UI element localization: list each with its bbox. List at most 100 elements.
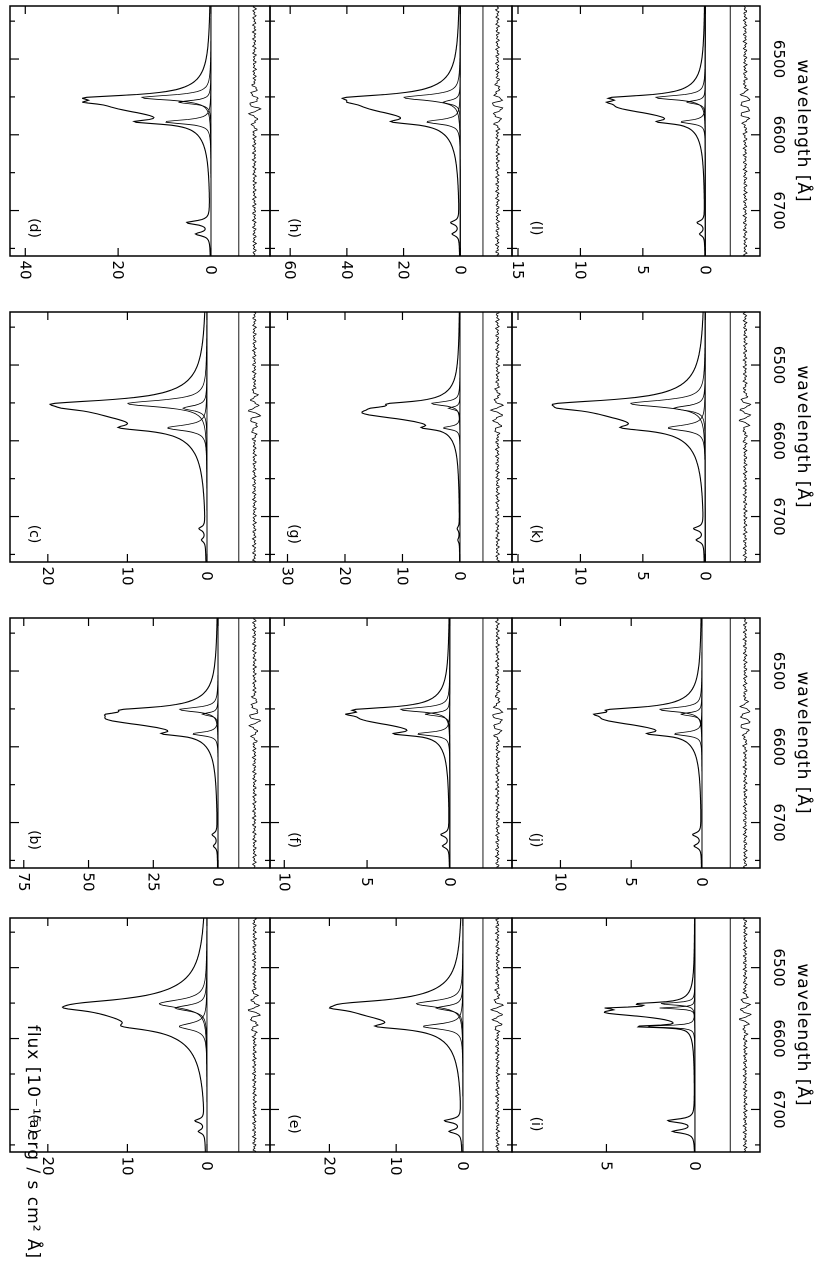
component-line	[426, 6, 461, 256]
component-line	[659, 918, 696, 1152]
residual-line	[739, 917, 752, 1153]
total-fit-line	[82, 6, 211, 256]
flux-tick-label: 30	[278, 566, 296, 585]
figure-y-label: flux [10⁻¹⁵ erg / s cm² Å]	[23, 1025, 45, 1259]
panel-label: (c)	[26, 525, 42, 544]
panel-label: (a)	[26, 1114, 42, 1134]
panel-frame	[269, 917, 513, 1153]
panel-e: (e) 0 10 20	[269, 917, 513, 1176]
total-fit-line	[592, 617, 702, 868]
wavelength-tick-label: 6700	[770, 191, 788, 229]
panel-label: (f)	[286, 832, 302, 848]
flux-tick-label: 0	[451, 571, 469, 581]
flux-tick-label: 10	[275, 872, 293, 891]
flux-tick-label: 20	[395, 260, 413, 279]
flux-tick-label: 0	[454, 1161, 472, 1171]
flux-tick-label: 5	[634, 265, 652, 275]
component-line	[686, 6, 706, 256]
panel-k: (k) 0 5 10 15 6500 6600 6700 wavelength [Å]	[509, 311, 815, 586]
flux-tick-label: 75	[15, 872, 33, 891]
component-line	[443, 312, 461, 562]
residual-line	[738, 311, 752, 563]
component-line	[182, 312, 208, 562]
residual-line	[248, 617, 262, 869]
panel-i: (i) 0 5 6500 6600 6700 wavelength [Å]	[511, 917, 815, 1171]
panel-frame	[511, 311, 761, 563]
flux-tick-label: 15	[509, 260, 527, 279]
component-line	[658, 618, 703, 868]
flux-tick-label: 0	[696, 571, 714, 581]
wavelength-tick-label: 6500	[770, 346, 788, 384]
panel-d: (d) 0 20 40	[9, 5, 271, 280]
panel-label: (g)	[286, 524, 302, 544]
flux-tick-label: 20	[320, 1156, 338, 1175]
panel-frame	[269, 5, 513, 257]
residual-line	[489, 311, 505, 563]
flux-tick-label: 0	[696, 265, 714, 275]
wavelength-tick-label: 6700	[770, 497, 788, 535]
panel-frame	[269, 311, 513, 563]
flux-tick-label: 10	[118, 566, 136, 585]
panel-g: (g) 0 10 20 30	[269, 311, 513, 586]
flux-tick-label: 5	[634, 571, 652, 581]
residual-line	[491, 5, 504, 257]
flux-tick-label: 0	[451, 265, 469, 275]
residual-line	[739, 5, 751, 257]
wavelength-tick-label: 6700	[770, 1090, 788, 1128]
component-line	[192, 618, 219, 868]
flux-tick-label: 0	[441, 877, 459, 887]
panel-c: (c) 0 10 20	[9, 311, 271, 586]
flux-tick-label: 0	[209, 877, 227, 887]
component-line	[178, 918, 208, 1152]
component-line	[178, 618, 219, 868]
residual-line	[492, 617, 504, 869]
panel-frame	[9, 917, 271, 1153]
total-fit-line	[61, 917, 206, 1153]
panel-grid: (a) 0 10 20 (e) 0 10 20 (i) 0 5 6500 6600 6700 wavelen…	[9, 5, 815, 1176]
flux-tick-label: 10	[551, 872, 569, 891]
wavelength-tick-label: 6500	[770, 652, 788, 690]
total-fit-line	[103, 618, 219, 869]
component-line	[680, 6, 706, 256]
component-line	[424, 618, 451, 868]
panel-label: (j)	[528, 833, 544, 848]
flux-tick-label: 0	[202, 265, 220, 275]
total-fit-line	[603, 918, 696, 1152]
component-line	[178, 6, 212, 256]
flux-tick-label: 5	[358, 877, 376, 887]
component-line	[403, 6, 461, 256]
flux-tick-label: 20	[109, 260, 127, 279]
component-line	[174, 918, 208, 1152]
wavelength-tick-label: 6600	[770, 728, 788, 766]
total-fit-line	[345, 617, 450, 868]
component-line	[126, 312, 208, 562]
residual-line	[739, 617, 751, 869]
panel-label: (l)	[528, 221, 544, 236]
total-fit-line	[604, 6, 706, 256]
component-line	[399, 618, 451, 868]
wavelength-tick-label: 6600	[770, 1019, 788, 1057]
flux-tick-label: 20	[39, 1156, 57, 1175]
flux-tick-label: 5	[622, 877, 640, 887]
component-line	[417, 618, 451, 868]
wavelength-axis-label: wavelength [Å]	[793, 365, 815, 508]
component-line	[140, 6, 212, 256]
panel-frame	[511, 617, 761, 869]
flux-tick-label: 0	[686, 1161, 704, 1171]
wavelength-tick-label: 6600	[770, 422, 788, 460]
panel-b: (b) 0 25 50 75	[9, 617, 271, 892]
panel-j: (j) 0 5 10 6500 6600 6700 wavelength [Å]	[511, 617, 815, 892]
panel-frame	[269, 617, 513, 869]
panel-label: (b)	[26, 830, 42, 850]
panel-frame	[511, 917, 761, 1153]
panel-label: (k)	[528, 524, 544, 543]
total-fit-line	[340, 6, 461, 256]
flux-tick-label: 15	[509, 566, 527, 585]
total-fit-line	[551, 312, 705, 563]
flux-tick-label: 60	[281, 260, 299, 279]
component-line	[629, 312, 706, 562]
residual-line	[247, 311, 262, 563]
flux-tick-label: 10	[393, 566, 411, 585]
wavelength-tick-label: 6600	[770, 116, 788, 154]
flux-tick-label: 0	[693, 877, 711, 887]
